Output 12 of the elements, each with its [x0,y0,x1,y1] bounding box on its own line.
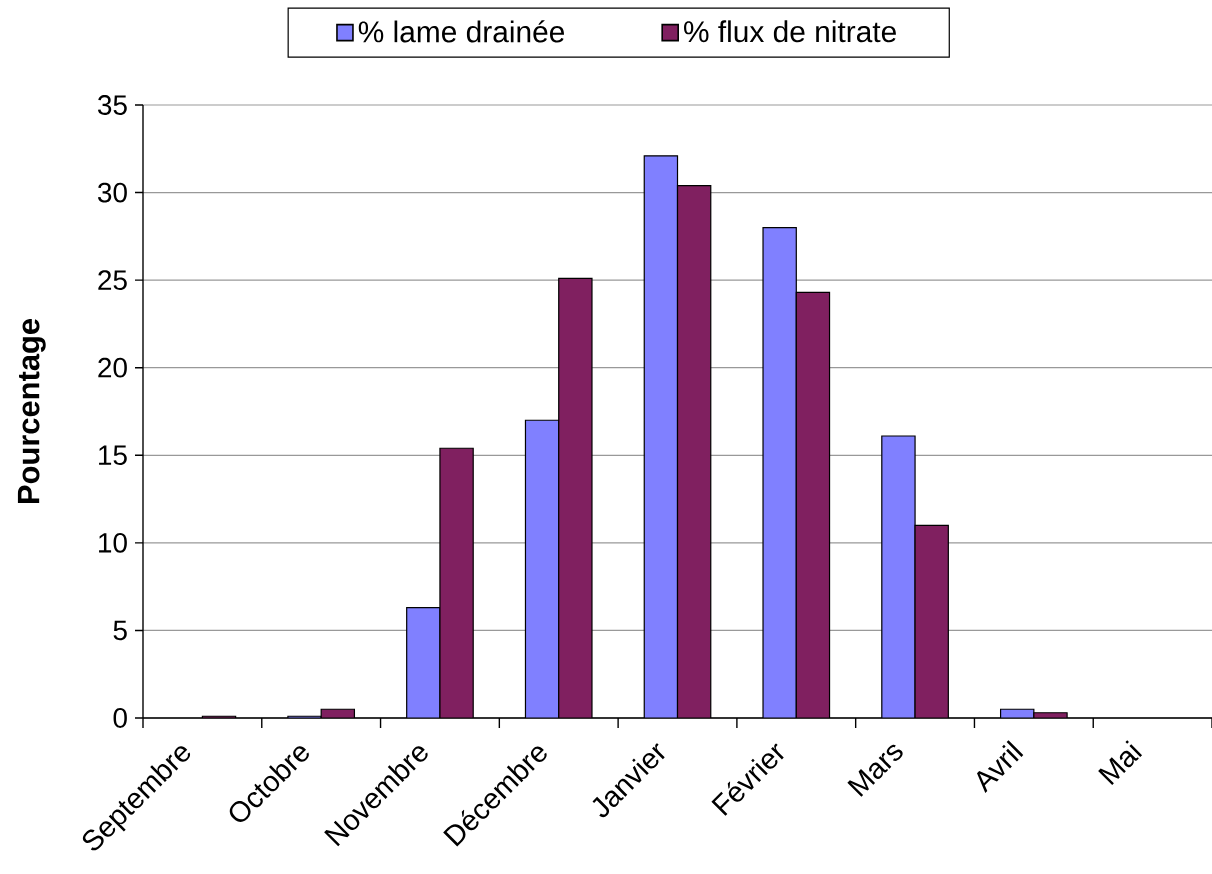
x-tick-label: Mai [1098,740,1143,785]
y-tick-label: 35 [97,95,127,115]
y-axis-title: Pourcentage [17,319,46,503]
y-tick-label: 30 [97,182,127,203]
y-tick-label: 25 [98,270,127,291]
y-tick-label: 20 [98,357,127,378]
legend-label: % flux de nitrate [684,20,896,43]
y-tick-label: 0 [113,708,127,728]
legend-label: % lame drainée [358,20,564,43]
y-tick-label: 10 [99,532,127,553]
y-tick-label: 15 [99,445,127,466]
y-tick-label: 5 [113,620,127,641]
